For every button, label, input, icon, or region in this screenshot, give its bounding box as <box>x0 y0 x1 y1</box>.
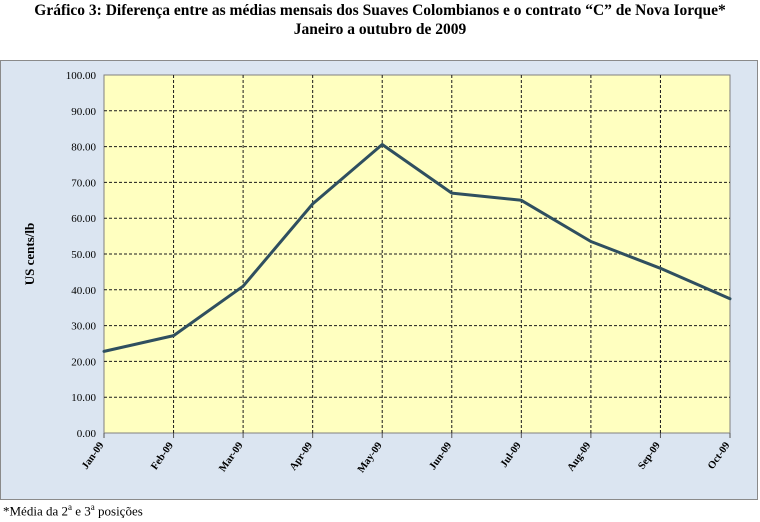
line-chart: 0.00 10.00 20.00 30.00 40.00 50.00 60.00 70.00 8… <box>22 70 732 475</box>
y-tick-label: 90.00 <box>71 106 96 118</box>
chart-title: Gráfico 3: Diferença entre as médias men… <box>34 2 726 19</box>
x-tick-label: Apr-09 <box>288 440 315 472</box>
y-tick-label: 50.00 <box>71 249 96 261</box>
y-tick-label: 100.00 <box>66 70 97 82</box>
x-tick-label: Jan-09 <box>80 440 106 471</box>
y-tick-label: 70.00 <box>71 177 96 189</box>
chart-area: 0.00 10.00 20.00 30.00 40.00 50.00 60.00 70.00 8… <box>0 60 758 500</box>
y-tick-label: 60.00 <box>71 213 96 225</box>
x-tick-label: Aug-09 <box>566 440 594 473</box>
y-tick-labels: 0.00 10.00 20.00 30.00 40.00 50.00 60.00 70.00 8… <box>66 70 97 440</box>
x-tick-label: Oct-09 <box>706 440 732 471</box>
footnote-suffix: posições <box>94 503 143 519</box>
footnote-middle: e 3 <box>71 503 91 519</box>
footnote-prefix: *Média da 2 <box>3 503 68 519</box>
x-tick-label: Feb-09 <box>149 440 176 472</box>
y-tick-label: 40.00 <box>71 285 96 297</box>
y-tick-label: 30.00 <box>71 321 96 333</box>
x-tick-label: May-09 <box>356 440 385 475</box>
footnote-sup-1: a <box>67 502 72 512</box>
y-tick-label: 10.00 <box>71 392 96 404</box>
y-axis-title: US cents/lb <box>22 223 37 285</box>
y-tick-label: 80.00 <box>71 142 96 154</box>
y-tick-label: 20.00 <box>71 356 96 368</box>
x-tick-labels: Jan-09 Feb-09 Mar-09 Apr-09 May-09 Jun-09 Jul-… <box>80 440 732 475</box>
x-tick-label: Jul-09 <box>499 440 524 469</box>
series-line <box>102 143 732 353</box>
y-tick-label: 0.00 <box>77 428 97 440</box>
footnote-sup-2: a <box>90 502 95 512</box>
x-tick-label: Sep-09 <box>636 440 662 471</box>
footnote: *Média da 2a e 3a posições <box>3 502 143 519</box>
x-tick-label: Jun-09 <box>427 440 454 472</box>
x-tick-label: Mar-09 <box>217 440 245 474</box>
x-tick-marks <box>103 433 731 438</box>
chart-subtitle: Janeiro a outubro de 2009 <box>293 21 467 38</box>
grid-lines <box>104 75 730 433</box>
